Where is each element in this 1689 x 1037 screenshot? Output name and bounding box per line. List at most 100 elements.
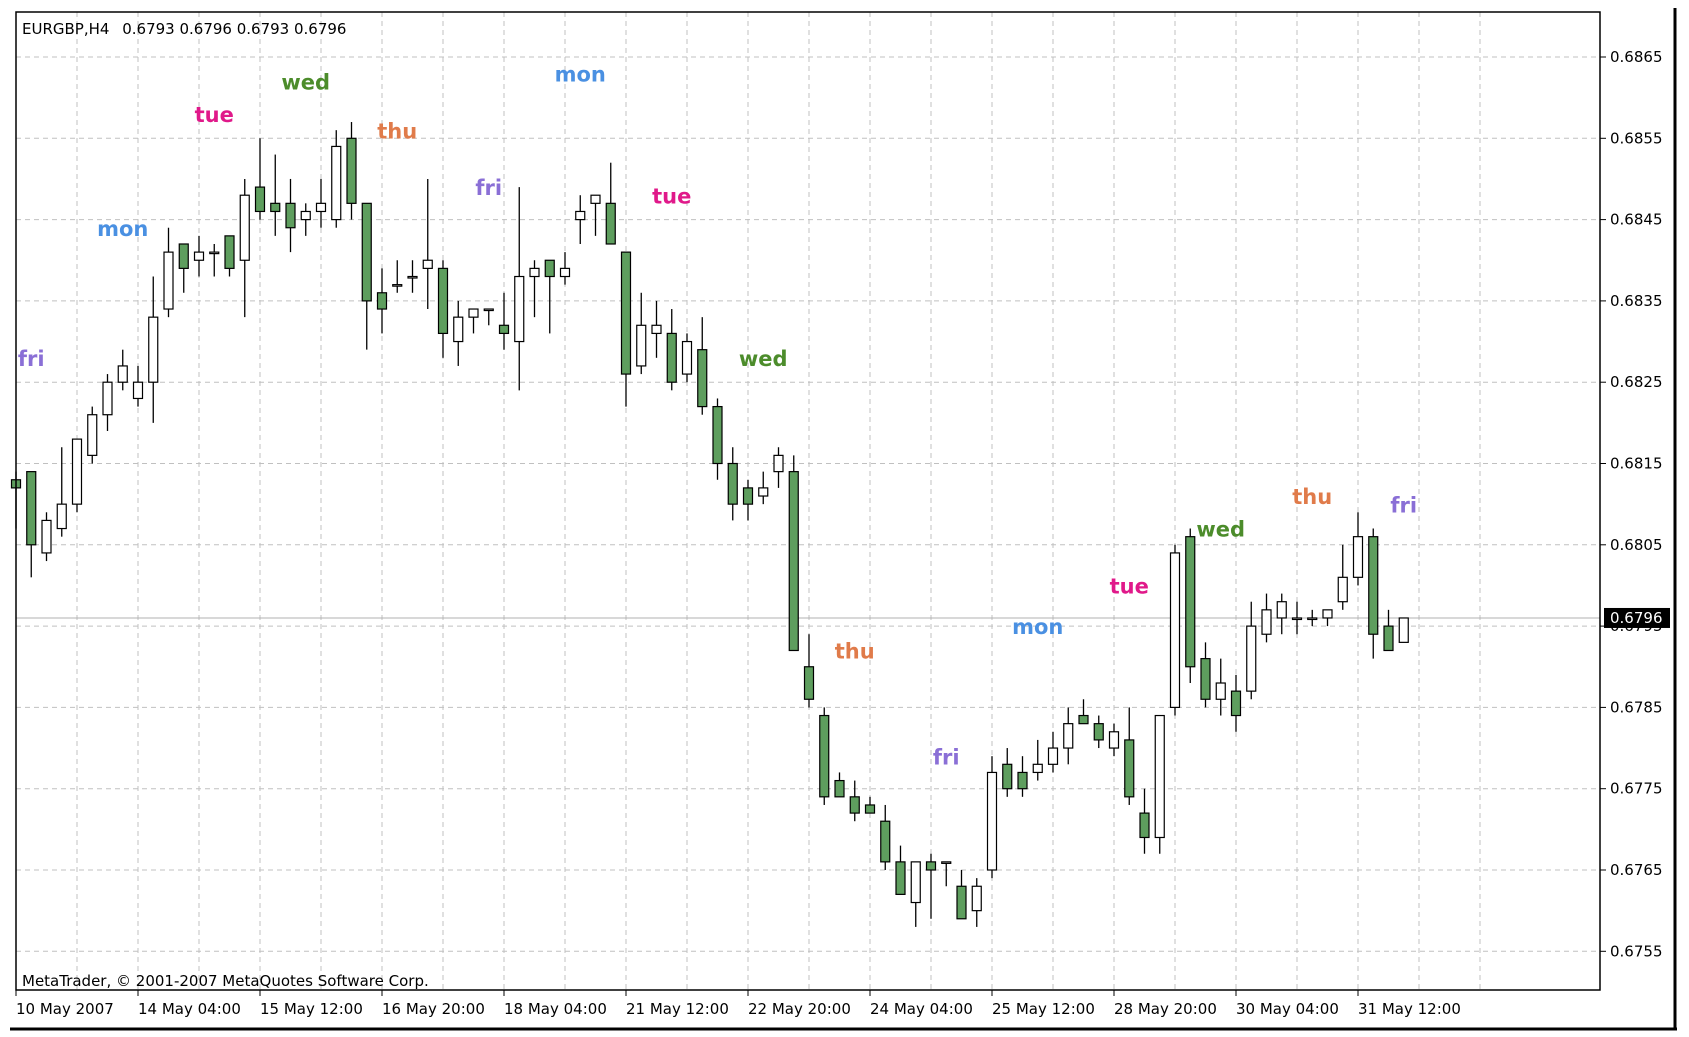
current-price-badge-bg <box>1604 607 1670 628</box>
x-tick-label: 25 May 12:00 <box>992 1000 1095 1018</box>
candle <box>590 194 601 236</box>
candle-body <box>712 405 723 465</box>
candle <box>1352 512 1364 586</box>
candle <box>1108 723 1120 757</box>
candle <box>102 374 113 431</box>
candle-body <box>346 137 357 204</box>
candle <box>925 853 937 919</box>
x-axis: 10 May 2007 14 May 04:00 15 May 12:00 16 Ma… <box>15 990 1461 1018</box>
candle-body <box>819 714 830 798</box>
candle-body <box>575 210 586 221</box>
candle-body <box>1291 617 1303 621</box>
candle-body <box>498 324 510 335</box>
candle-body <box>1368 536 1379 635</box>
candle <box>1215 658 1226 716</box>
ohlc-readout: 0.6793 0.6796 0.6793 0.6796 <box>122 20 346 38</box>
candle-body <box>163 251 174 310</box>
candle <box>1230 674 1242 732</box>
candle-body <box>437 267 449 335</box>
candle <box>742 479 754 521</box>
plot-border <box>15 11 1601 991</box>
candle <box>758 471 769 505</box>
day-label: wed <box>1196 518 1245 542</box>
candle-body <box>697 349 708 408</box>
y-tick-label: 0.6765 <box>1610 861 1663 879</box>
candle <box>1017 756 1028 797</box>
x-tick-label: 30 May 04:00 <box>1236 1000 1339 1018</box>
candle-body <box>880 820 891 863</box>
candle <box>132 365 144 407</box>
candle <box>1261 593 1272 643</box>
candle <box>605 162 616 245</box>
candle <box>1200 642 1211 708</box>
candle-body <box>971 885 982 912</box>
candle <box>1337 544 1348 610</box>
candle-body <box>148 316 159 383</box>
candle <box>1368 528 1379 659</box>
candle <box>834 772 845 798</box>
candle-body <box>407 275 418 279</box>
candle-body <box>849 796 860 814</box>
candle-body <box>1246 625 1257 692</box>
candle <box>819 707 830 805</box>
x-tick-label: 10 May 2007 <box>16 1000 114 1018</box>
candle <box>315 178 327 228</box>
candle-body <box>56 503 67 530</box>
candle <box>254 138 266 220</box>
candle-body <box>1322 609 1333 619</box>
current-price-label: 0.6796 <box>1610 609 1663 627</box>
candle-body <box>87 414 98 456</box>
day-label: tue <box>1110 575 1149 599</box>
candle-body <box>620 251 632 375</box>
candle-body <box>1108 731 1120 749</box>
candle <box>697 317 708 415</box>
candle-body <box>315 202 327 213</box>
candle <box>224 235 235 277</box>
y-tick-label: 0.6845 <box>1610 211 1663 229</box>
candle-body <box>1002 763 1013 790</box>
candle-body <box>636 324 647 367</box>
candle-body <box>1215 682 1226 700</box>
candle <box>1185 528 1196 684</box>
candle-body <box>254 186 266 213</box>
candle <box>1093 715 1104 749</box>
candle-body <box>453 316 464 343</box>
candle <box>1047 731 1059 773</box>
candle <box>895 845 906 895</box>
candle-body <box>41 519 52 554</box>
candle <box>1124 707 1135 805</box>
candle <box>193 235 205 277</box>
candle-body <box>559 267 571 278</box>
candle-body <box>71 438 83 505</box>
candle <box>773 447 784 488</box>
candle-body <box>376 292 388 310</box>
candle <box>620 251 632 407</box>
candle <box>1276 593 1287 635</box>
candle-body <box>1169 552 1181 708</box>
candle-body <box>1185 536 1196 668</box>
candle-body <box>1078 714 1089 725</box>
day-label: thu <box>377 119 417 143</box>
candle-body <box>788 471 799 652</box>
day-label: fri <box>933 745 960 769</box>
candle <box>788 455 799 652</box>
candle-body <box>132 381 144 400</box>
x-tick-label: 22 May 20:00 <box>748 1000 851 1018</box>
candle-body <box>239 194 250 261</box>
candle <box>636 292 647 375</box>
candle <box>651 300 662 358</box>
candle-body <box>986 771 998 871</box>
candle-body <box>209 251 220 255</box>
candle-body <box>117 365 128 383</box>
candle-body <box>1383 625 1394 652</box>
candle <box>986 756 998 879</box>
y-axis: 0.6865 0.6855 0.6845 0.6835 0.6825 0.6815 0.68… <box>1600 48 1663 960</box>
candle-body <box>102 381 113 416</box>
candle <box>148 276 159 423</box>
day-label: mon <box>1012 615 1063 639</box>
chart-header: EURGBP,H4 0.6793 0.6796 0.6793 0.6796 <box>22 20 346 38</box>
candle <box>681 333 693 383</box>
candle <box>544 259 555 334</box>
